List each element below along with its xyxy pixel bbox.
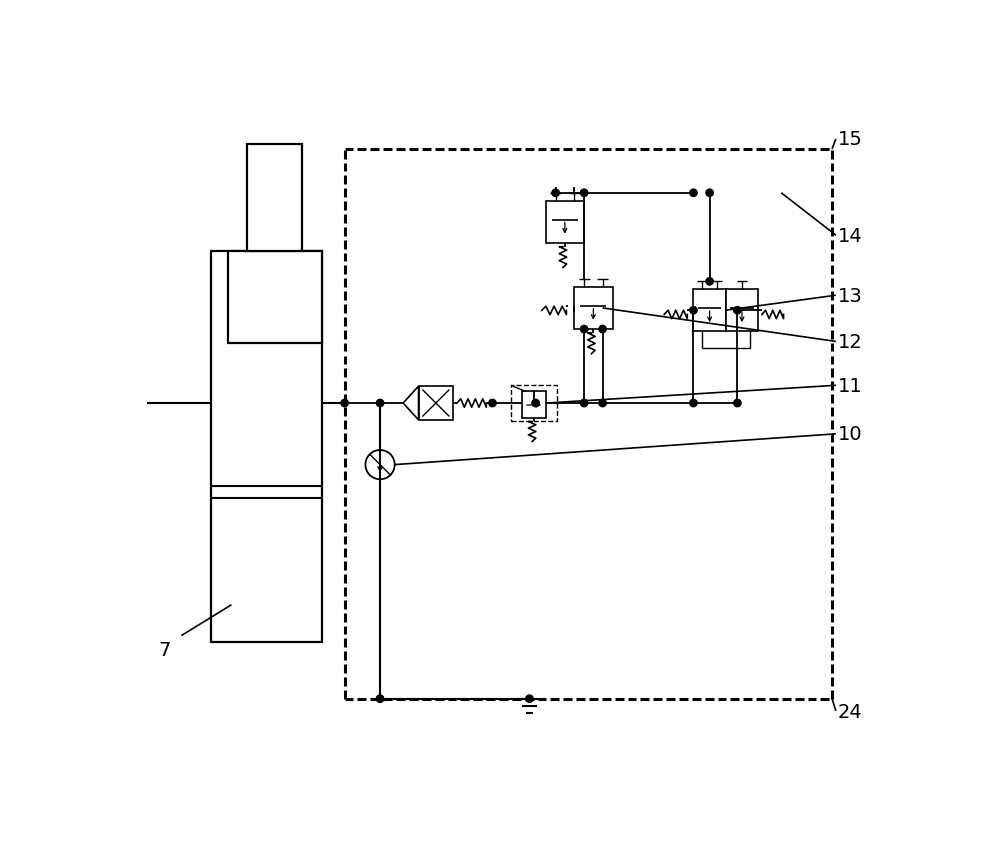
Circle shape <box>341 400 348 407</box>
Text: 10: 10 <box>837 425 862 444</box>
Circle shape <box>690 400 697 407</box>
Circle shape <box>580 400 588 407</box>
Text: 15: 15 <box>837 130 862 149</box>
Circle shape <box>734 307 741 315</box>
Text: 14: 14 <box>837 226 862 246</box>
Circle shape <box>489 400 496 407</box>
Text: 24: 24 <box>837 701 862 721</box>
Circle shape <box>690 307 697 315</box>
Text: 11: 11 <box>837 376 862 395</box>
Circle shape <box>552 190 559 197</box>
Bar <box>726 289 758 332</box>
Bar <box>419 387 453 421</box>
Circle shape <box>376 695 384 702</box>
Bar <box>228 252 322 344</box>
Circle shape <box>580 326 588 333</box>
Circle shape <box>532 400 539 407</box>
Bar <box>211 252 322 642</box>
Circle shape <box>690 190 697 197</box>
Bar <box>522 392 546 419</box>
Circle shape <box>706 190 713 197</box>
Bar <box>574 288 613 330</box>
Bar <box>247 145 302 252</box>
Circle shape <box>376 400 384 407</box>
Circle shape <box>526 695 533 702</box>
Text: 7: 7 <box>158 640 171 659</box>
Circle shape <box>599 400 606 407</box>
Bar <box>511 386 557 422</box>
Circle shape <box>734 400 741 407</box>
Circle shape <box>580 190 588 197</box>
Bar <box>546 201 584 244</box>
Circle shape <box>599 326 606 333</box>
Bar <box>693 289 726 332</box>
Text: 12: 12 <box>837 333 862 351</box>
Circle shape <box>706 279 713 286</box>
Text: 13: 13 <box>837 286 862 306</box>
